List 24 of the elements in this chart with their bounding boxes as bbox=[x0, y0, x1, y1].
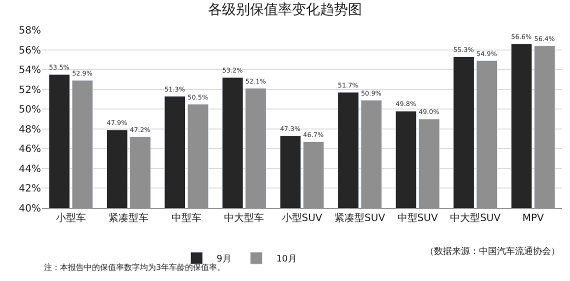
x-tick-label: 中型SUV bbox=[397, 212, 438, 224]
y-tick-label: 48% bbox=[18, 124, 41, 136]
x-tick-label: 中型车 bbox=[171, 212, 202, 224]
x-tick-label: 中大型车 bbox=[224, 212, 264, 224]
text: 注：本报告中的保值率数字均为3年车龄的保值率。 bbox=[44, 263, 226, 272]
x-tick-label: 紧凑型SUV bbox=[334, 212, 386, 224]
y-tick-label: 54% bbox=[18, 65, 41, 76]
legend-label: 10月 bbox=[276, 254, 297, 265]
y-tick-label: 40% bbox=[18, 204, 41, 214]
y-tick-label: 44% bbox=[18, 164, 41, 175]
y-tick-label: 50% bbox=[18, 104, 41, 116]
y-tick-label: 56% bbox=[18, 45, 41, 56]
text: （数据来源：中国汽车流通协会） bbox=[425, 246, 560, 257]
y-tick-label: 42% bbox=[18, 184, 41, 195]
chart-title: 各级别保值率变化趋势图 bbox=[208, 2, 362, 18]
legend-label: 9月 bbox=[216, 254, 232, 265]
x-tick-label: 中大型SUV bbox=[450, 212, 501, 224]
x-tick-label: 小型车 bbox=[56, 212, 86, 224]
x-tick-label: 紧凑型车 bbox=[108, 212, 149, 224]
y-tick-label: 46% bbox=[18, 144, 41, 156]
x-tick-label: 小型SUV bbox=[282, 212, 322, 224]
x-tick-label: MPV bbox=[522, 213, 544, 224]
y-tick-label: 58% bbox=[18, 26, 41, 36]
y-tick-label: 52% bbox=[18, 84, 41, 96]
